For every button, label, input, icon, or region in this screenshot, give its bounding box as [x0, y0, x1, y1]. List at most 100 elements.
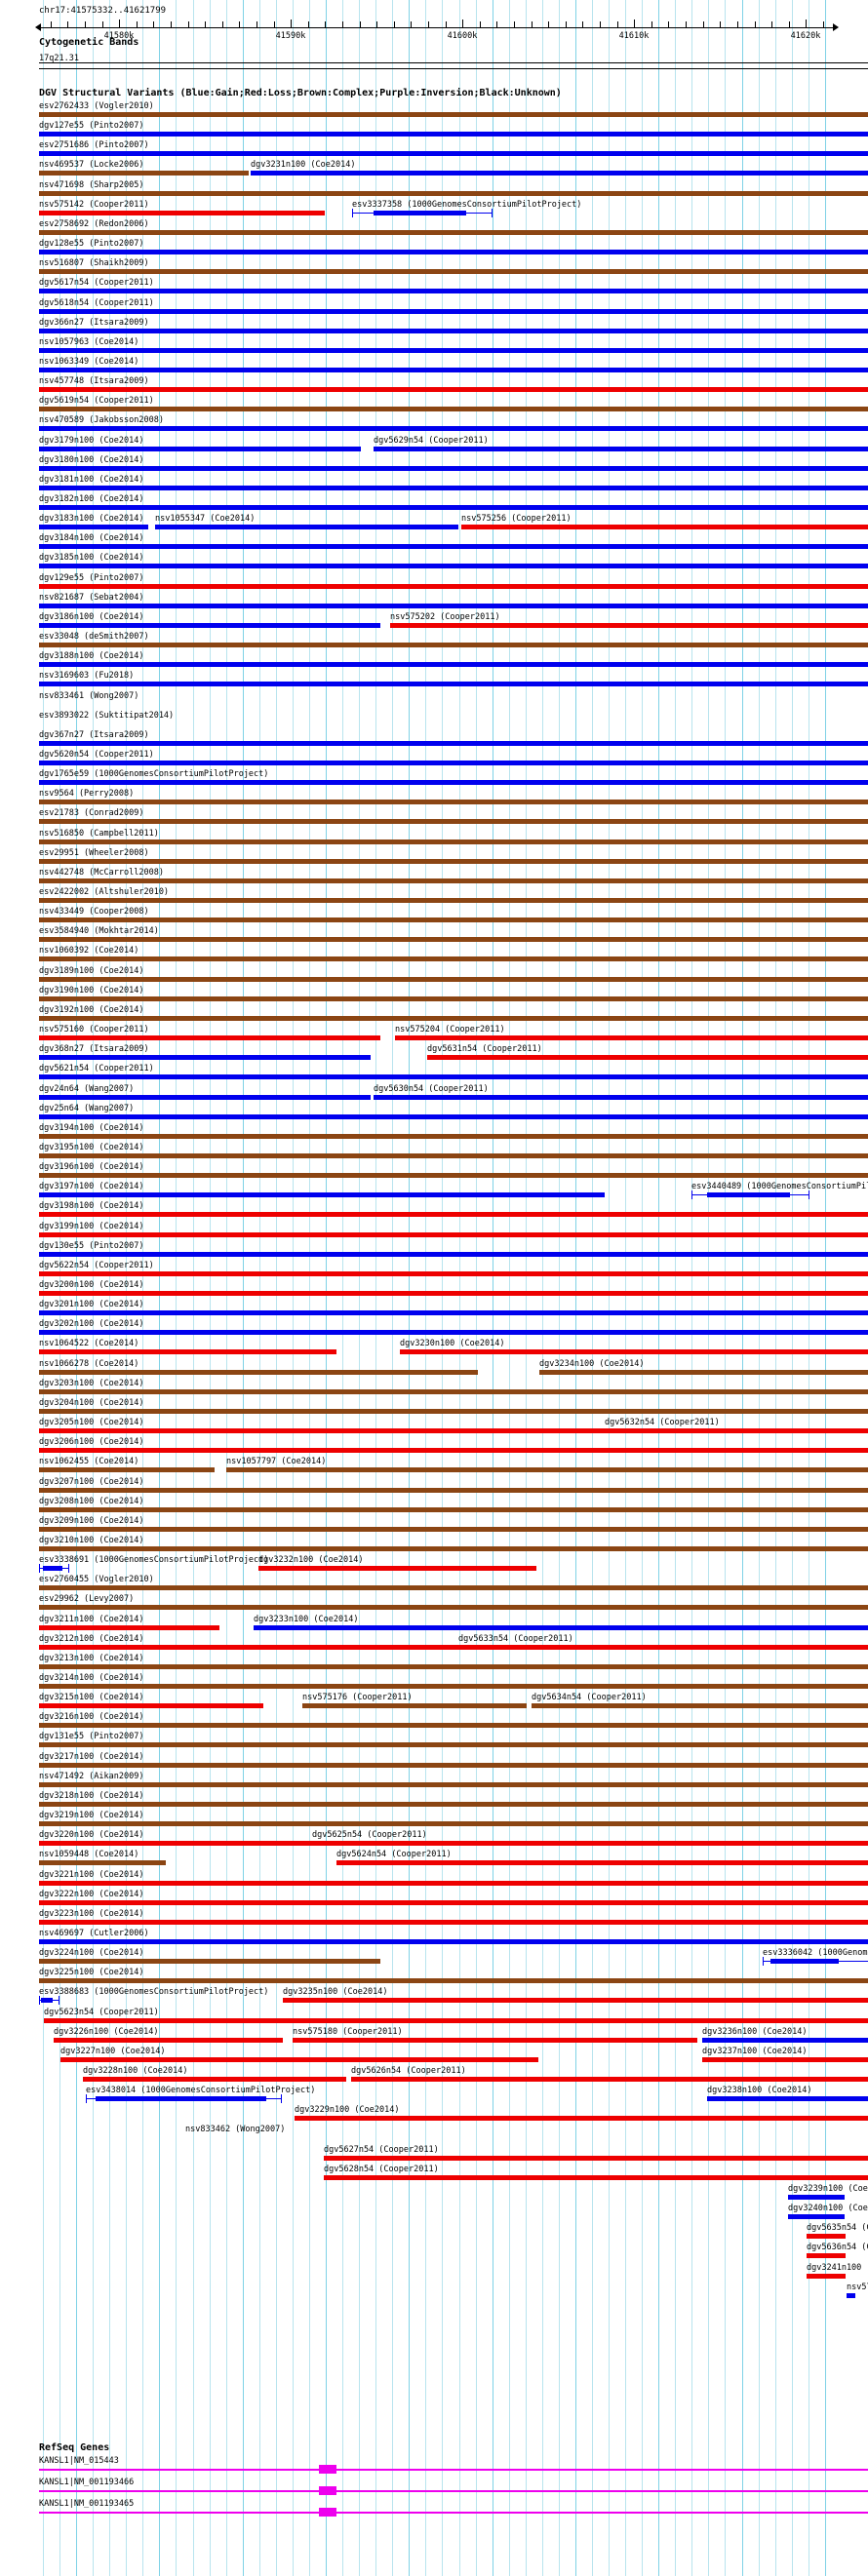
dgv-variant-feature[interactable]: dgv3205n100 (Coe2014)	[0, 1418, 868, 1437]
refseq-gene-row[interactable]: KANSL1|NM_015443	[0, 2456, 868, 2478]
dgv-variant-feature[interactable]: nsv1059448 (Coe2014)	[0, 1850, 868, 1869]
dgv-variant-feature[interactable]: dgv3197n100 (Coe2014)	[0, 1182, 868, 1201]
dgv-variant-feature[interactable]: esv2751686 (Pinto2007)	[0, 140, 868, 160]
dgv-variant-feature[interactable]: dgv5623n54 (Cooper2011)	[0, 2008, 868, 2027]
dgv-variant-feature[interactable]: nsv433449 (Cooper2008)	[0, 907, 868, 926]
dgv-variant-feature[interactable]: esv3893022 (Suktitipat2014)	[0, 711, 868, 730]
dgv-variant-feature[interactable]: dgv3238n100 (Coe2014)	[0, 2086, 868, 2105]
dgv-variant-feature[interactable]: dgv3215n100 (Coe2014)	[0, 1693, 868, 1712]
dgv-variant-feature[interactable]: dgv3217n100 (Coe2014)	[0, 1752, 868, 1772]
dgv-variant-feature[interactable]: esv3584940 (Mokhtar2014)	[0, 926, 868, 946]
dgv-variant-feature[interactable]: dgv368n27 (Itsara2009)	[0, 1044, 868, 1064]
dgv-variant-feature[interactable]: nsv516807 (Shaikh2009)	[0, 258, 868, 278]
dgv-variant-feature[interactable]: nsv470589 (Jakobsson2008)	[0, 415, 868, 435]
dgv-variant-feature[interactable]: dgv5626n54 (Cooper2011)	[0, 2066, 868, 2086]
dgv-variant-feature[interactable]: dgv3184n100 (Coe2014)	[0, 533, 868, 553]
dgv-variant-feature[interactable]: dgv3192n100 (Coe2014)	[0, 1005, 868, 1025]
dgv-variant-feature[interactable]: dgv3200n100 (Coe2014)	[0, 1280, 868, 1300]
dgv-variant-feature[interactable]: dgv367n27 (Itsara2009)	[0, 730, 868, 750]
dgv-variant-feature[interactable]: dgv128e55 (Pinto2007)	[0, 239, 868, 258]
dgv-variant-feature[interactable]: dgv3181n100 (Coe2014)	[0, 475, 868, 494]
dgv-variant-feature[interactable]: nsv469697 (Cutler2006)	[0, 1929, 868, 1948]
dgv-variant-feature[interactable]: esv3338691 (1000GenomesConsortiumPilotPr…	[0, 1555, 868, 1575]
dgv-variant-feature[interactable]: dgv3204n100 (Coe2014)	[0, 1398, 868, 1418]
dgv-variant-feature[interactable]: dgv3237n100 (Coe2014)	[0, 2047, 868, 2066]
dgv-variant-feature[interactable]: nsv1055347 (Coe2014)	[0, 514, 868, 533]
dgv-variant-feature[interactable]: dgv3208n100 (Coe2014)	[0, 1497, 868, 1516]
dgv-variant-feature[interactable]: esv2760455 (Vogler2010)	[0, 1575, 868, 1594]
dgv-variant-feature[interactable]: esv33048 (deSmith2007)	[0, 632, 868, 651]
dgv-variant-feature[interactable]: dgv130e55 (Pinto2007)	[0, 1241, 868, 1261]
dgv-variant-feature[interactable]: dgv3194n100 (Coe2014)	[0, 1123, 868, 1143]
dgv-variant-feature[interactable]: esv29962 (Levy2007)	[0, 1594, 868, 1614]
dgv-variant-feature[interactable]: dgv3220n100 (Coe2014)	[0, 1830, 868, 1850]
dgv-variant-feature[interactable]: dgv3216n100 (Coe2014)	[0, 1712, 868, 1732]
dgv-variant-feature[interactable]: dgv3210n100 (Coe2014)	[0, 1536, 868, 1555]
dgv-variant-feature[interactable]: dgv3203n100 (Coe2014)	[0, 1379, 868, 1398]
dgv-variant-feature[interactable]: esv21783 (Conrad2009)	[0, 808, 868, 828]
dgv-variant-feature[interactable]: nsv821687 (Sebat2004)	[0, 593, 868, 612]
dgv-variant-feature[interactable]: dgv3213n100 (Coe2014)	[0, 1654, 868, 1673]
dgv-variant-feature[interactable]: dgv3233n100 (Coe2014)	[0, 1615, 868, 1634]
dgv-variant-feature[interactable]: esv2422002 (Altshuler2010)	[0, 887, 868, 907]
dgv-variant-feature[interactable]: dgv5618n54 (Cooper2011)	[0, 298, 868, 318]
dgv-variant-feature[interactable]: dgv3182n100 (Coe2014)	[0, 494, 868, 514]
dgv-variant-feature[interactable]: nsv516850 (Campbell2011)	[0, 829, 868, 848]
dgv-variant-feature[interactable]: dgv3241n100 (Coe2014)	[0, 2263, 868, 2283]
dgv-variant-feature[interactable]: dgv3239n100 (Coe2014)	[0, 2184, 868, 2204]
dgv-variant-feature[interactable]: nsv575180 (Cooper2011)	[0, 2027, 868, 2047]
dgv-variant-feature[interactable]: dgv3180n100 (Coe2014)	[0, 455, 868, 475]
dgv-variant-feature[interactable]: dgv5622n54 (Cooper2011)	[0, 1261, 868, 1280]
dgv-variant-feature[interactable]: dgv131e55 (Pinto2007)	[0, 1732, 868, 1751]
dgv-variant-feature[interactable]: nsv471698 (Sharp2005)	[0, 180, 868, 200]
dgv-variant-feature[interactable]: dgv3228n100 (Coe2014)	[0, 2066, 868, 2086]
dgv-variant-feature[interactable]: dgv3183n100 (Coe2014)	[0, 514, 868, 533]
dgv-variant-feature[interactable]: dgv3235n100 (Coe2014)	[0, 1987, 868, 2007]
dgv-variant-feature[interactable]: dgv3221n100 (Coe2014)	[0, 1870, 868, 1890]
dgv-variant-feature[interactable]: nsv575142 (Cooper2011)	[0, 200, 868, 219]
dgv-variant-feature[interactable]: dgv3240n100 (Coe2014)	[0, 2204, 868, 2223]
dgv-variant-feature[interactable]: dgv5628n54 (Cooper2011)	[0, 2165, 868, 2184]
dgv-variant-feature[interactable]: dgv5617n54 (Cooper2011)	[0, 278, 868, 297]
dgv-variant-feature[interactable]: dgv1765e59 (1000GenomesConsortiumPilotPr…	[0, 769, 868, 789]
dgv-variant-feature[interactable]: dgv5632n54 (Cooper2011)	[0, 1418, 868, 1437]
dgv-variant-feature[interactable]: dgv3236n100 (Coe2014)	[0, 2027, 868, 2047]
dgv-variant-feature[interactable]: dgv3226n100 (Coe2014)	[0, 2027, 868, 2047]
dgv-variant-feature[interactable]: dgv5627n54 (Cooper2011)	[0, 2145, 868, 2165]
dgv-variant-feature[interactable]: dgv3229n100 (Coe2014)	[0, 2105, 868, 2125]
dgv-variant-feature[interactable]: dgv3196n100 (Coe2014)	[0, 1162, 868, 1182]
dgv-variant-feature[interactable]: esv2758692 (Redon2006)	[0, 219, 868, 239]
dgv-variant-feature[interactable]	[0, 1201, 868, 1221]
dgv-variant-feature[interactable]: nsv575176 (Cooper2011)	[0, 1693, 868, 1712]
dgv-variant-feature[interactable]: dgv3232n100 (Coe2014)	[0, 1555, 868, 1575]
dgv-variant-feature[interactable]: dgv5624n54 (Cooper2011)	[0, 1850, 868, 1869]
dgv-variant-feature[interactable]: dgv3214n100 (Coe2014)	[0, 1673, 868, 1693]
dgv-variant-feature[interactable]: esv3438014 (1000GenomesConsortiumPilotPr…	[0, 2086, 868, 2105]
dgv-variant-feature[interactable]: esv29951 (Wheeler2008)	[0, 848, 868, 868]
dgv-variant-feature[interactable]: nsv1063349 (Coe2014)	[0, 357, 868, 376]
dgv-variant-feature[interactable]: dgv3227n100 (Coe2014)	[0, 2047, 868, 2066]
dgv-variant-feature[interactable]: dgv3199n100 (Coe2014)	[0, 1222, 868, 1241]
dgv-variant-feature[interactable]: esv3388683 (1000GenomesConsortiumPilotPr…	[0, 1987, 868, 2007]
dgv-variant-feature[interactable]: dgv129e55 (Pinto2007)	[0, 573, 868, 593]
dgv-variant-feature[interactable]: dgv5635n54 (Cooper2011)	[0, 2223, 868, 2243]
dgv-variant-feature[interactable]: nsv1057963 (Coe2014)	[0, 337, 868, 357]
dgv-variant-feature[interactable]: dgv5630n54 (Cooper2011)	[0, 1084, 868, 1104]
dgv-variant-feature[interactable]: nsv9564 (Perry2008)	[0, 789, 868, 808]
dgv-variant-feature[interactable]: nsv575202 (Cooper2011)	[0, 612, 868, 632]
refseq-gene-row[interactable]: KANSL1|NM_001193465	[0, 2499, 868, 2520]
dgv-variant-feature[interactable]: nsv3169603 (Fu2018)	[0, 671, 868, 690]
dgv-variant-feature[interactable]: nsv1060392 (Coe2014)	[0, 946, 868, 965]
dgv-variant-feature[interactable]: dgv3222n100 (Coe2014)	[0, 1890, 868, 1909]
dgv-variant-feature[interactable]: dgv3189n100 (Coe2014)	[0, 966, 868, 986]
dgv-variant-feature[interactable]: nsv469537 (Locke2006)	[0, 160, 868, 179]
refseq-gene-row[interactable]: KANSL1|NM_001193466	[0, 2478, 868, 2499]
dgv-variant-feature[interactable]: dgv3231n100 (Coe2014)	[0, 160, 868, 179]
dgv-variant-feature[interactable]: dgv3212n100 (Coe2014)	[0, 1634, 868, 1654]
dgv-variant-feature[interactable]: dgv3201n100 (Coe2014)	[0, 1300, 868, 1319]
dgv-variant-feature[interactable]: dgv5634n54 (Cooper2011)	[0, 1693, 868, 1712]
dgv-variant-feature[interactable]: nsv1062455 (Coe2014)	[0, 1457, 868, 1476]
dgv-variant-feature[interactable]: dgv3218n100 (Coe2014)	[0, 1791, 868, 1811]
dgv-variant-feature[interactable]: dgv3219n100 (Coe2014)	[0, 1811, 868, 1830]
dgv-variant-feature[interactable]: dgv366n27 (Itsara2009)	[0, 318, 868, 337]
